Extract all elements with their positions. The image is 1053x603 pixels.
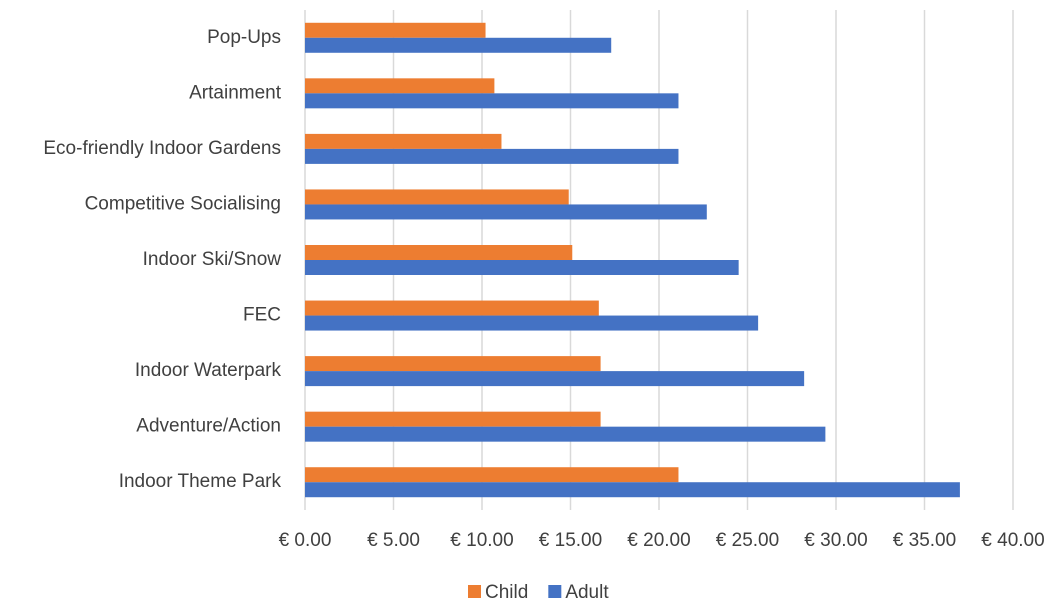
bar <box>305 426 826 442</box>
legend-label: Adult <box>565 582 609 603</box>
x-tick-label: € 25.00 <box>716 530 779 551</box>
y-tick-label: Indoor Waterpark <box>135 360 282 381</box>
y-tick-label: Indoor Ski/Snow <box>143 249 282 270</box>
bar <box>305 204 707 220</box>
bar <box>305 300 599 316</box>
bar <box>305 356 601 372</box>
legend-label: Child <box>485 582 528 603</box>
legend-swatch <box>548 585 562 598</box>
x-tick-label: € 15.00 <box>539 530 602 551</box>
bar <box>305 22 486 38</box>
bar <box>305 371 805 387</box>
bar <box>305 482 960 498</box>
y-tick-label: FEC <box>243 305 281 326</box>
bar <box>305 93 679 109</box>
x-tick-label: € 5.00 <box>367 530 420 551</box>
bar <box>305 78 495 94</box>
bar <box>305 148 679 164</box>
x-tick-label: € 35.00 <box>893 530 956 551</box>
bar <box>305 411 601 427</box>
x-tick-label: € 40.00 <box>981 530 1044 551</box>
bar <box>305 189 569 205</box>
x-tick-label: € 10.00 <box>450 530 513 551</box>
y-tick-label: Eco-friendly Indoor Gardens <box>43 138 281 159</box>
bar <box>305 260 739 275</box>
bar <box>305 315 759 331</box>
y-tick-label: Indoor Theme Park <box>119 471 282 492</box>
y-tick-label: Adventure/Action <box>136 416 281 437</box>
bar <box>305 245 573 260</box>
x-tick-label: € 30.00 <box>804 530 867 551</box>
bar <box>305 467 679 483</box>
bar <box>305 133 502 149</box>
bar <box>305 37 612 53</box>
y-tick-label: Competitive Socialising <box>85 193 281 214</box>
y-tick-label: Pop-Ups <box>207 27 281 48</box>
legend-swatch <box>468 585 481 598</box>
x-tick-label: € 20.00 <box>627 530 690 551</box>
x-tick-label: € 0.00 <box>279 530 332 551</box>
y-tick-label: Artainment <box>189 82 282 103</box>
